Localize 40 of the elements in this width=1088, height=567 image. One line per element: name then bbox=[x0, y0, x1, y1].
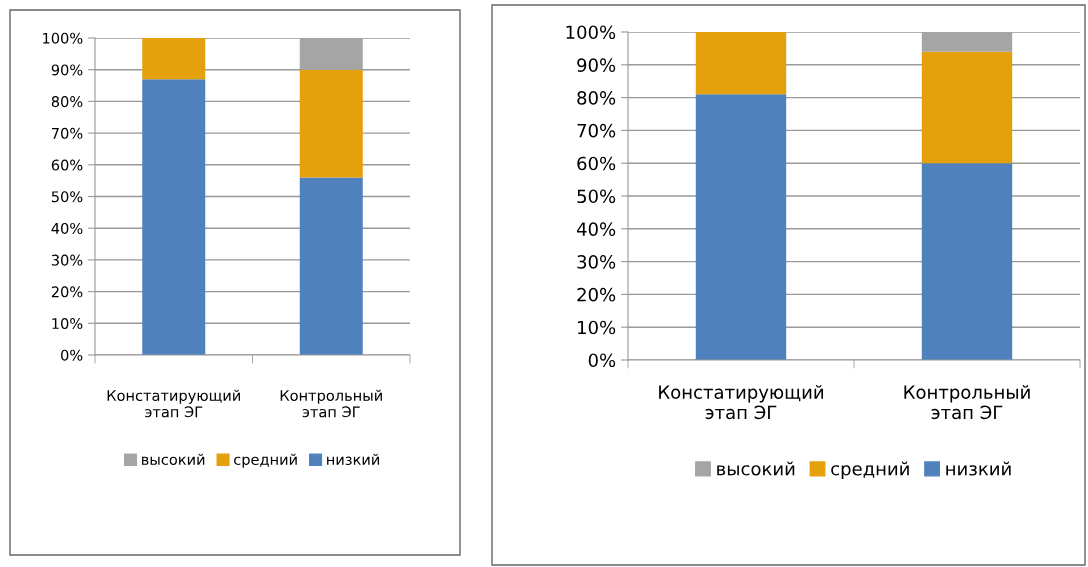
y-tick-label: 80% bbox=[51, 96, 83, 108]
y-tick-label: 80% bbox=[577, 91, 616, 105]
legend-label: низкий bbox=[946, 461, 1011, 476]
y-tick-label: 60% bbox=[51, 159, 83, 171]
legend-label: высокий bbox=[142, 453, 205, 465]
y-tick-label: 70% bbox=[51, 127, 83, 139]
bar bbox=[921, 51, 1013, 164]
y-tick-label: 90% bbox=[577, 58, 616, 72]
y-tick-label: 40% bbox=[51, 222, 83, 234]
bar bbox=[695, 94, 787, 360]
y-tick-label: 50% bbox=[577, 189, 616, 204]
x-tick-label: Констатирующий этап ЭГ bbox=[659, 385, 823, 420]
x-tick-label: Контрольный этап ЭГ bbox=[280, 389, 382, 418]
x-tick-label: Констатирующий этап ЭГ bbox=[107, 389, 240, 418]
legend-label: средний bbox=[831, 461, 909, 479]
bar bbox=[142, 38, 206, 80]
bar bbox=[299, 69, 363, 178]
y-tick-label: 90% bbox=[51, 64, 83, 76]
y-tick-label: 10% bbox=[578, 320, 616, 335]
bar bbox=[299, 177, 363, 355]
y-tick-label: 50% bbox=[51, 191, 83, 203]
bar bbox=[921, 163, 1013, 360]
legend-label: низкий bbox=[327, 453, 379, 465]
y-tick-label: 20% bbox=[51, 286, 83, 298]
y-tick-label: 40% bbox=[576, 222, 616, 236]
y-tick-label: 30% bbox=[577, 255, 616, 269]
bar bbox=[695, 32, 787, 95]
legend-label: высокий bbox=[717, 461, 795, 476]
y-tick-label: 20% bbox=[577, 287, 616, 302]
y-tick-label: 0% bbox=[61, 349, 83, 361]
y-tick-label: 100% bbox=[566, 25, 616, 40]
y-tick-label: 10% bbox=[52, 318, 83, 330]
x-tick-label: Контрольный этап ЭГ bbox=[904, 385, 1030, 420]
y-tick-label: 60% bbox=[577, 156, 616, 171]
y-tick-label: 70% bbox=[577, 123, 616, 138]
y-tick-label: 30% bbox=[51, 254, 83, 266]
y-tick-label: 0% bbox=[588, 353, 616, 368]
bar bbox=[142, 79, 206, 355]
y-tick-label: 100% bbox=[43, 32, 83, 44]
legend-label: средний bbox=[234, 453, 297, 468]
